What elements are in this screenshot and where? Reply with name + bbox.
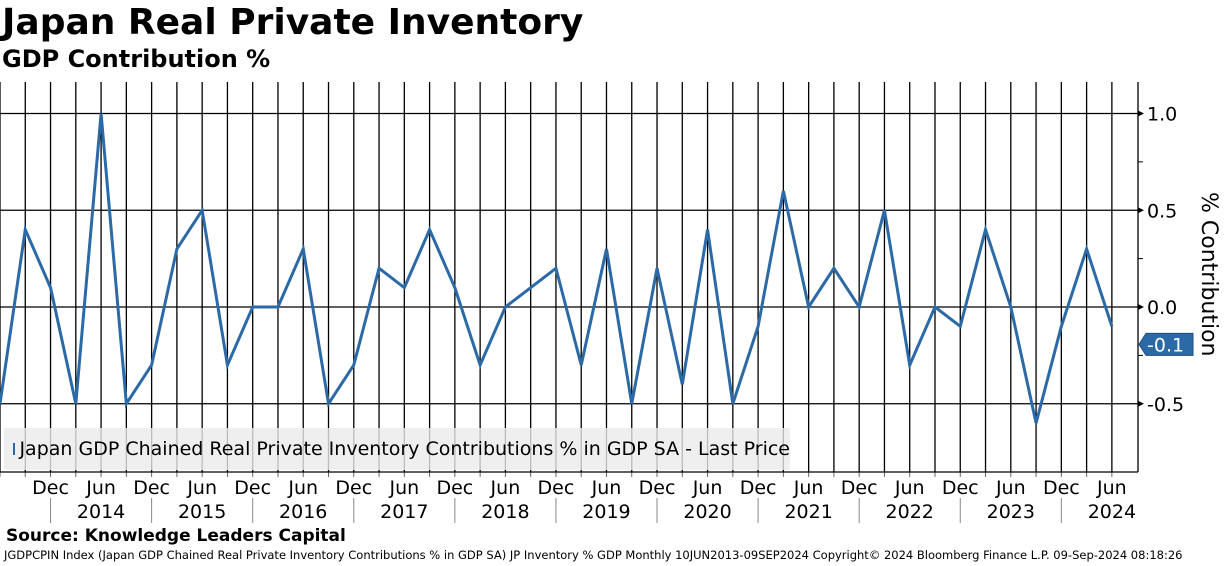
last-value-label: -0.1 (1147, 334, 1184, 356)
year-label: 2023 (987, 501, 1035, 523)
legend: Japan GDP Chained Real Private Inventory… (4, 428, 790, 470)
x-tick-label: Dec (538, 477, 575, 499)
x-tick-label: Dec (32, 477, 69, 499)
x-tick-label: Jun (490, 477, 521, 499)
last-value-tag (1138, 332, 1194, 356)
x-tick-label: Dec (436, 477, 473, 499)
year-label: 2016 (279, 501, 327, 523)
x-tick-label: Dec (740, 477, 777, 499)
x-tick-label: Dec (133, 477, 170, 499)
y-tick-label: 0.0 (1147, 297, 1177, 319)
y-tick-label: 1.0 (1147, 104, 1177, 126)
y-axis-label: % Contribution (1196, 192, 1221, 357)
x-tick-label: Dec (639, 477, 676, 499)
year-label: 2024 (1088, 501, 1136, 523)
year-label: 2018 (481, 501, 529, 523)
y-tick-label: 0.5 (1147, 200, 1177, 222)
x-tick-label: Jun (1096, 477, 1127, 499)
year-label: 2014 (77, 501, 125, 523)
y-tick-arrow (1138, 207, 1144, 214)
x-tick-label: Dec (942, 477, 979, 499)
x-tick-label: Jun (793, 477, 824, 499)
y-tick-arrow (1138, 400, 1144, 407)
year-label: 2022 (886, 501, 934, 523)
x-tick-label: Jun (692, 477, 723, 499)
y-tick-label: -0.5 (1147, 394, 1184, 416)
x-tick-label: Jun (591, 477, 622, 499)
legend-swatch (13, 443, 16, 455)
y-tick-arrow (1138, 304, 1144, 310)
year-label: 2017 (380, 501, 428, 523)
x-tick-label: Dec (335, 477, 372, 499)
x-tick-label: Dec (234, 477, 271, 499)
legend-label: Japan GDP Chained Real Private Inventory… (19, 438, 790, 460)
x-tick-label: Jun (995, 477, 1026, 499)
x-tick-label: Jun (388, 477, 419, 499)
x-tick-label: Jun (894, 477, 925, 499)
x-tick-label: Jun (85, 477, 116, 499)
x-tick-label: Dec (841, 477, 878, 499)
chart-title: Japan Real Private Inventory (2, 2, 584, 43)
x-tick-label: Dec (1043, 477, 1080, 499)
chart-subtitle: GDP Contribution % (2, 45, 271, 73)
year-label: 2019 (582, 501, 630, 523)
x-tick-label: Jun (287, 477, 318, 499)
source-note: Source: Knowledge Leaders Capital (6, 526, 346, 546)
x-tick-label: Jun (186, 477, 217, 499)
year-label: 2020 (683, 501, 731, 523)
year-label: 2015 (178, 501, 226, 523)
y-tick-arrow (1138, 110, 1144, 117)
year-label: 2021 (784, 501, 832, 523)
footer-note: JGDPCPIN Index (Japan GDP Chained Real P… (4, 548, 1183, 562)
